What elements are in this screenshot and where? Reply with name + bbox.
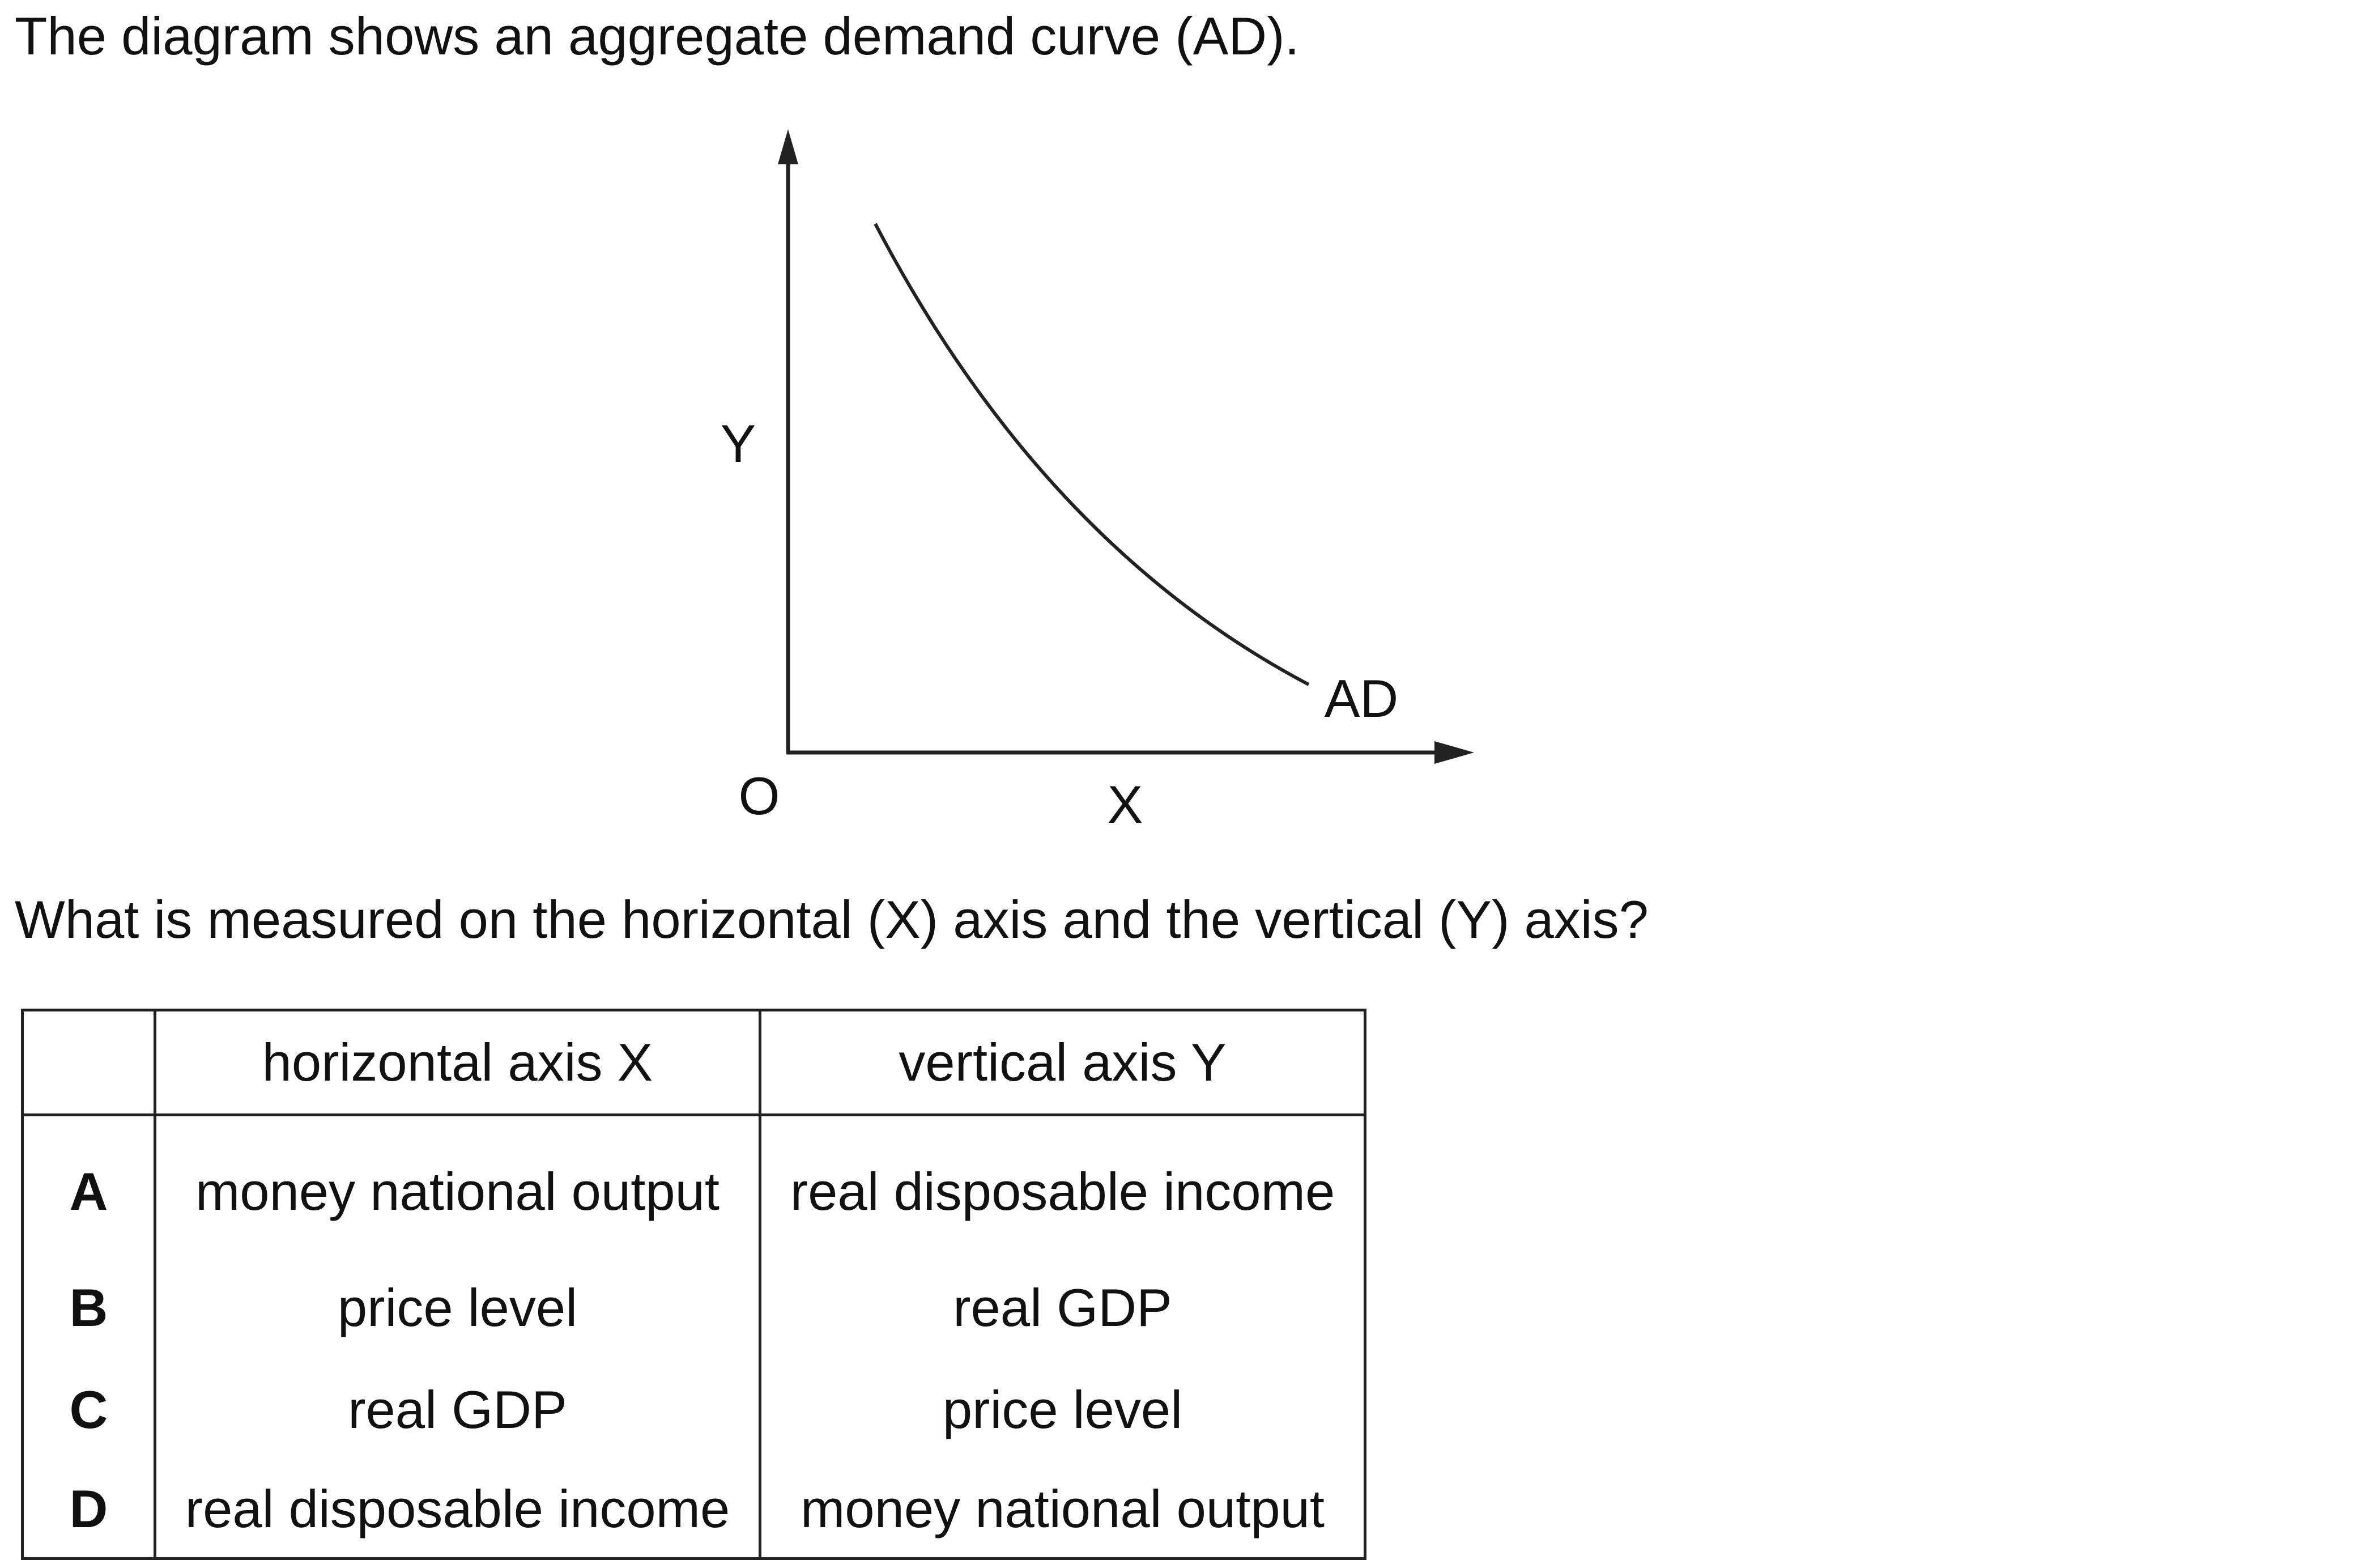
table-row-d: D real disposable income money national … <box>21 1461 1366 1560</box>
option-key-c: C <box>21 1359 156 1461</box>
intro-text: The diagram shows an aggregate demand cu… <box>15 6 1300 66</box>
question-text: What is measured on the horizontal (X) a… <box>15 890 1649 949</box>
x-axis-arrow-icon <box>1434 741 1474 764</box>
table-row-b: B price level real GDP <box>21 1257 1366 1359</box>
option-c-vertical: price level <box>760 1359 1366 1461</box>
x-axis-label: X <box>1108 775 1143 834</box>
option-d-vertical: money national output <box>760 1461 1366 1560</box>
ad-diagram: Y AD O X <box>721 129 1474 834</box>
ad-curve <box>874 223 1310 686</box>
header-vertical-axis: vertical axis Y <box>759 1009 1366 1116</box>
header-horizontal-axis: horizontal axis X <box>154 1009 761 1116</box>
y-axis-label: Y <box>721 414 756 473</box>
option-key-d: D <box>21 1461 156 1560</box>
header-option <box>21 1009 156 1116</box>
table-header-row: horizontal axis X vertical axis Y <box>21 1009 1366 1116</box>
curve-label: AD <box>1325 669 1399 728</box>
option-c-horizontal: real GDP <box>155 1359 761 1461</box>
table-row-c: C real GDP price level <box>21 1359 1366 1461</box>
option-b-horizontal: price level <box>155 1257 761 1359</box>
option-b-vertical: real GDP <box>760 1257 1366 1359</box>
origin-label: O <box>738 766 780 826</box>
option-d-horizontal: real disposable income <box>155 1461 761 1560</box>
answer-table: horizontal axis X vertical axis Y A mone… <box>21 1009 1366 1560</box>
option-a-horizontal: money national output <box>155 1115 761 1257</box>
option-key-a: A <box>21 1115 156 1257</box>
y-axis-arrow-icon <box>778 129 798 164</box>
option-a-vertical: real disposable income <box>760 1115 1366 1257</box>
option-key-b: B <box>21 1257 156 1359</box>
table-row-a: A money national output real disposable … <box>21 1115 1366 1257</box>
